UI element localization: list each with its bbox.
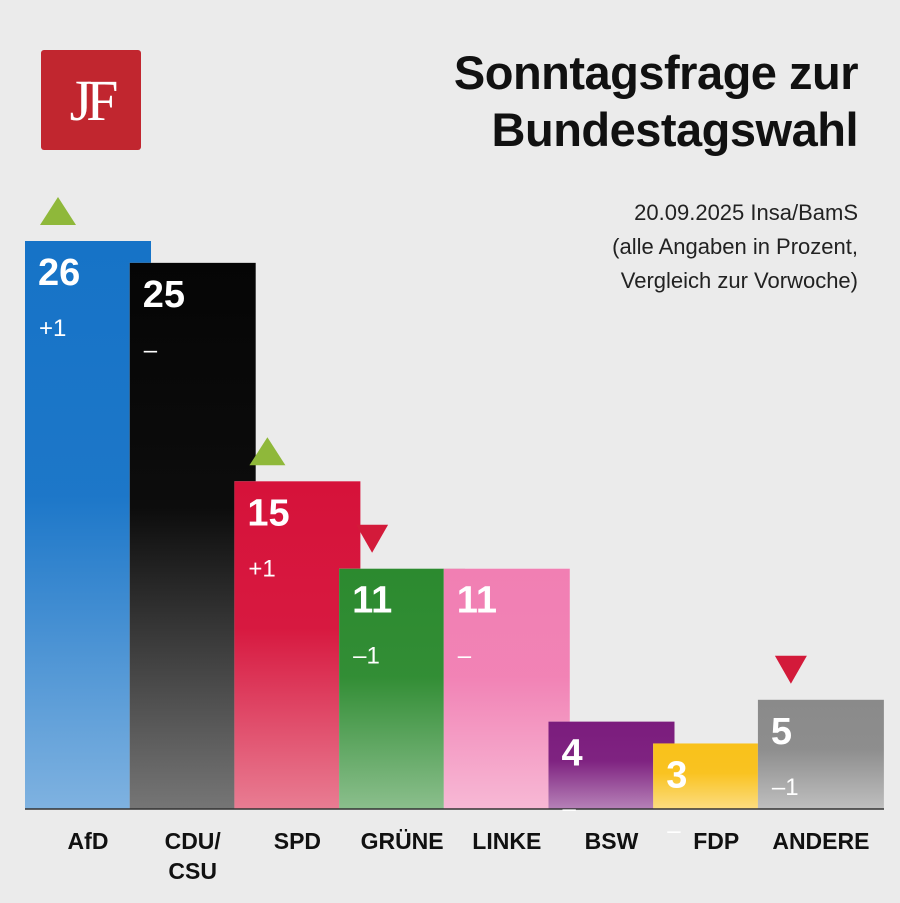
- logo-text: JF: [69, 67, 119, 133]
- category-label-bsw: BSW: [585, 828, 639, 854]
- category-label-cdu-csu-2: CSU: [168, 858, 217, 884]
- change-label-linke: –: [458, 643, 472, 670]
- change-label-andere: –1: [772, 774, 799, 801]
- jf-logo: JF: [41, 50, 141, 150]
- value-label-andere: 5: [771, 711, 792, 753]
- trend-down-icon-grüne: [356, 524, 389, 553]
- change-label-fdp: –: [667, 817, 681, 844]
- trend-up-icon-afd: [40, 197, 76, 225]
- category-label-cdu-csu-1: CDU/: [165, 828, 222, 854]
- chart-subtitle: 20.09.2025 Insa/BamS (alle Angaben in Pr…: [438, 196, 858, 298]
- subtitle-unit-note: (alle Angaben in Prozent,: [612, 234, 858, 259]
- change-label-spd: +1: [248, 555, 275, 582]
- value-label-afd: 26: [38, 252, 80, 294]
- category-label-afd: AfD: [68, 828, 109, 854]
- bar-andere: [757, 699, 884, 809]
- change-label-grüne: –1: [353, 643, 380, 670]
- subtitle-comparison-note: Vergleich zur Vorwoche): [620, 268, 858, 293]
- trend-up-icon-spd: [249, 437, 286, 466]
- category-label-fdp: FDP: [693, 828, 739, 854]
- subtitle-source: 20.09.2025 Insa/BamS: [634, 200, 858, 225]
- category-label-andere: ANDERE: [772, 828, 869, 854]
- change-label-bsw: –: [563, 796, 577, 823]
- value-label-bsw: 4: [562, 733, 583, 775]
- category-label-spd: SPD: [274, 828, 321, 854]
- value-label-fdp: 3: [666, 754, 687, 796]
- title-line-2: Bundestagswahl: [491, 103, 859, 156]
- value-label-grüne: 11: [352, 580, 392, 622]
- value-label-spd: 15: [247, 492, 289, 534]
- value-label-linke: 11: [457, 580, 497, 622]
- category-label-grüne: GRÜNE: [361, 828, 444, 854]
- value-label-cdu-csu: 25: [143, 274, 185, 316]
- chart-title: Sonntagsfrage zur Bundestagswahl: [298, 44, 859, 158]
- change-label-afd: +1: [39, 315, 66, 342]
- category-label-linke: LINKE: [472, 828, 541, 854]
- title-line-1: Sonntagsfrage zur: [453, 46, 859, 99]
- trend-down-icon-andere: [774, 655, 807, 684]
- change-label-cdu-csu: –: [144, 337, 158, 364]
